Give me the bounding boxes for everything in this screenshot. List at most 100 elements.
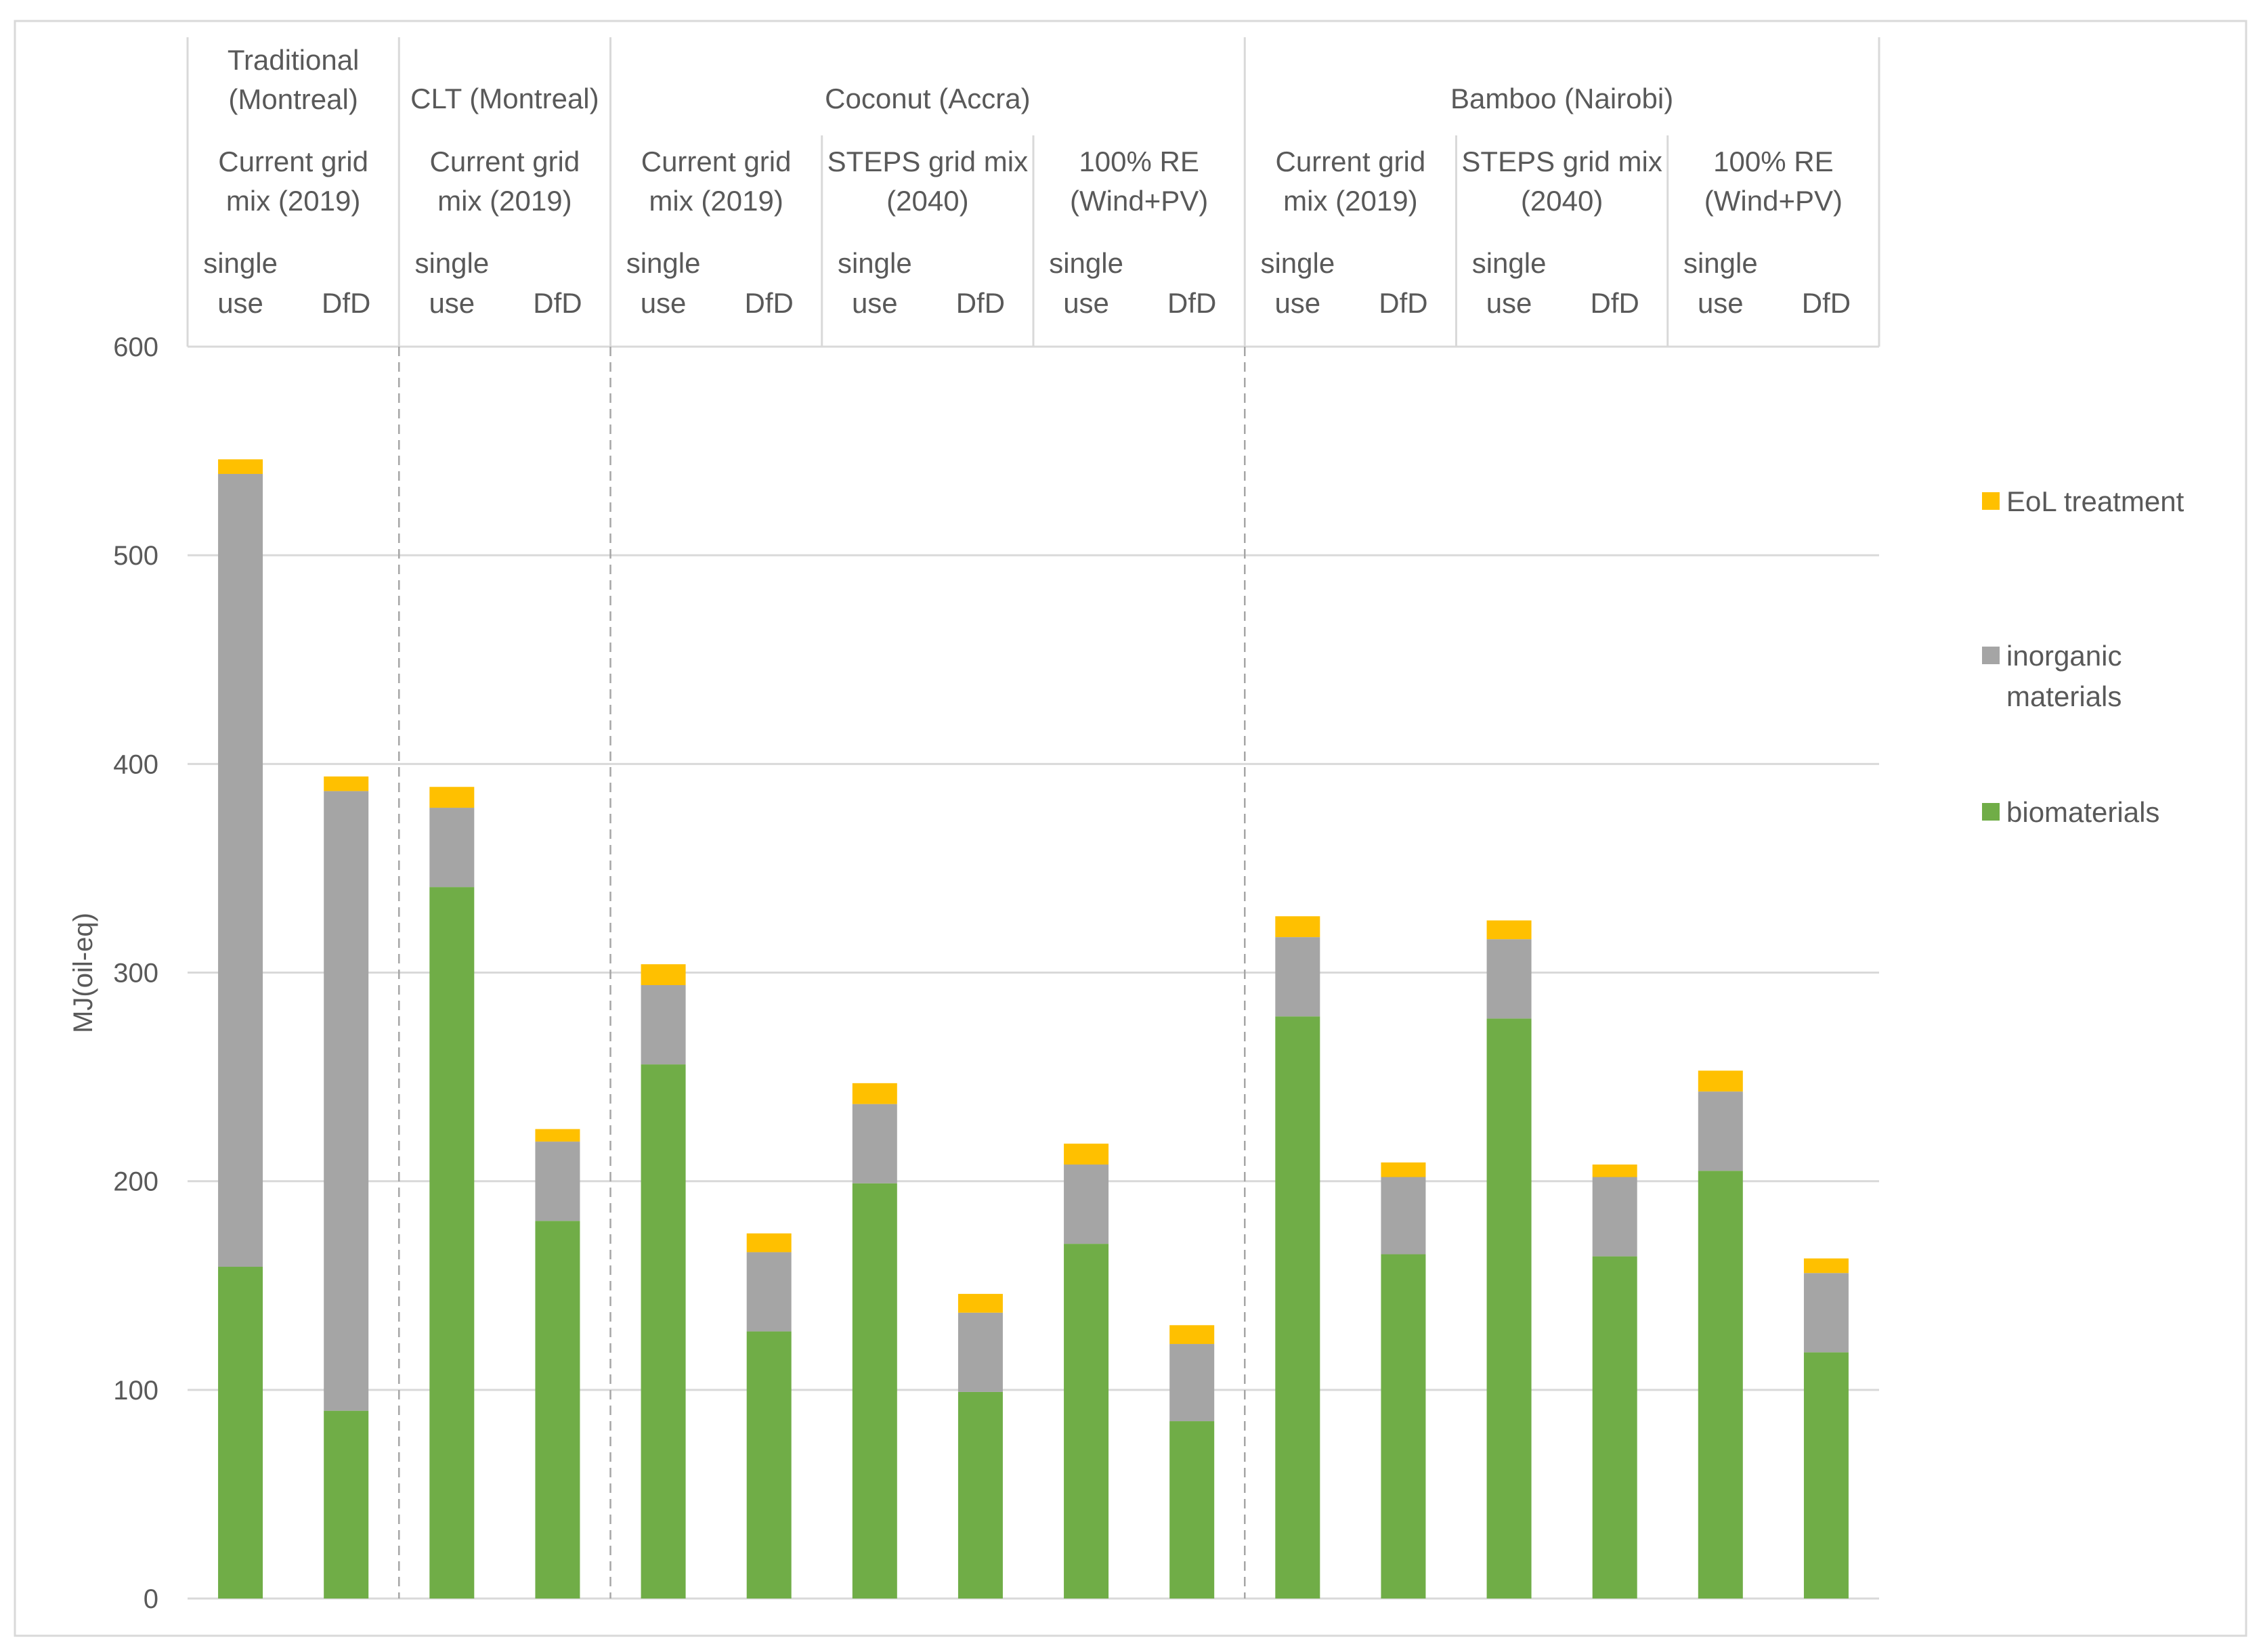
bar-inorganic-materials-11 <box>1381 1177 1426 1255</box>
subgroup-label-2-line-0: Current grid <box>641 146 792 177</box>
category-label-5: DfD <box>745 287 794 319</box>
subgroup-label-1-line-0: Current grid <box>429 146 580 177</box>
category-label-0-line-0: single <box>203 247 278 279</box>
bar-inorganic-materials-4 <box>641 984 686 1065</box>
subgroup-label-3-line-1: (2040) <box>886 185 968 217</box>
y-tick-label-500: 500 <box>113 541 158 571</box>
category-label-8-line-1: use <box>1063 287 1109 319</box>
y-tick-label-400: 400 <box>113 749 158 779</box>
category-label-8-line-0: single <box>1049 247 1123 279</box>
bar-EoL-treatment-15 <box>1803 1258 1849 1274</box>
y-tick-label-300: 300 <box>113 959 158 988</box>
y-tick-label-200: 200 <box>113 1167 158 1197</box>
legend-swatch-inorganic-materials <box>1982 647 2000 664</box>
bar-EoL-treatment-6 <box>852 1083 897 1104</box>
group-label-2-line-0: Coconut (Accra) <box>825 83 1030 114</box>
bar-biomaterials-6 <box>852 1183 897 1599</box>
bar-inorganic-materials-8 <box>1064 1165 1109 1244</box>
bar-inorganic-materials-13 <box>1592 1177 1637 1257</box>
category-label-14-line-1: use <box>1698 287 1744 319</box>
bar-inorganic-materials-15 <box>1803 1273 1849 1353</box>
category-label-9: DfD <box>1167 287 1216 319</box>
bar-biomaterials-9 <box>1169 1421 1215 1599</box>
legend-label-EoL-treatment-line-0: EoL treatment <box>2006 485 2184 517</box>
legend-label-biomaterials-line-0: biomaterials <box>2006 796 2159 828</box>
subgroup-label-7-line-1: (Wind+PV) <box>1704 185 1843 217</box>
category-label-11: DfD <box>1379 287 1427 319</box>
bar-EoL-treatment-12 <box>1486 920 1532 940</box>
bar-inorganic-materials-12 <box>1486 939 1532 1019</box>
subgroup-label-0-line-1: mix (2019) <box>226 185 360 217</box>
category-label-10-line-0: single <box>1260 247 1335 279</box>
category-label-4-line-1: use <box>641 287 687 319</box>
category-label-4-line-0: single <box>626 247 701 279</box>
bar-biomaterials-8 <box>1064 1244 1109 1599</box>
subgroup-label-0-line-0: Current grid <box>218 146 368 177</box>
bar-EoL-treatment-1 <box>324 776 369 791</box>
y-tick-label-600: 600 <box>113 332 158 362</box>
bar-inorganic-materials-6 <box>852 1104 897 1183</box>
y-tick-label-0: 0 <box>144 1584 158 1614</box>
bar-biomaterials-10 <box>1275 1016 1320 1599</box>
category-label-7: DfD <box>956 287 1005 319</box>
bar-EoL-treatment-5 <box>746 1233 792 1253</box>
category-label-12-line-1: use <box>1486 287 1532 319</box>
bar-inorganic-materials-14 <box>1698 1091 1743 1171</box>
subgroup-label-2-line-1: mix (2019) <box>649 185 783 217</box>
bar-biomaterials-15 <box>1803 1352 1849 1599</box>
category-label-2-line-1: use <box>429 287 475 319</box>
group-label-1-line-0: CLT (Montreal) <box>410 83 599 114</box>
bar-biomaterials-12 <box>1486 1018 1532 1599</box>
bar-EoL-treatment-7 <box>957 1294 1003 1313</box>
bar-EoL-treatment-9 <box>1169 1325 1215 1345</box>
bar-biomaterials-5 <box>746 1331 792 1599</box>
group-label-3-line-0: Bamboo (Nairobi) <box>1450 83 1673 114</box>
category-label-1: DfD <box>322 287 370 319</box>
chart-frame <box>14 20 2247 1637</box>
bar-EoL-treatment-13 <box>1592 1165 1637 1177</box>
bar-biomaterials-4 <box>641 1064 686 1599</box>
bar-biomaterials-13 <box>1592 1256 1637 1599</box>
category-label-15: DfD <box>1802 287 1851 319</box>
legend-label-inorganic-materials-line-1: materials <box>2006 680 2122 712</box>
subgroup-label-4-line-1: (Wind+PV) <box>1070 185 1208 217</box>
bar-EoL-treatment-10 <box>1275 916 1320 938</box>
bar-EoL-treatment-8 <box>1064 1144 1109 1165</box>
category-label-0-line-1: use <box>217 287 263 319</box>
category-label-3: DfD <box>533 287 582 319</box>
subgroup-label-5-line-0: Current grid <box>1275 146 1425 177</box>
bar-inorganic-materials-7 <box>957 1312 1003 1392</box>
subgroup-label-3-line-0: STEPS grid mix <box>827 146 1028 177</box>
bar-biomaterials-7 <box>957 1391 1003 1599</box>
category-label-10-line-1: use <box>1274 287 1320 319</box>
subgroup-label-6-line-0: STEPS grid mix <box>1461 146 1662 177</box>
bar-biomaterials-3 <box>535 1221 580 1599</box>
group-label-0-line-1: (Montreal) <box>228 83 358 115</box>
group-label-0-line-0: Traditional <box>228 44 360 76</box>
bar-EoL-treatment-4 <box>641 964 686 985</box>
bar-inorganic-materials-3 <box>535 1142 580 1221</box>
subgroup-label-7-line-0: 100% RE <box>1713 146 1833 177</box>
category-label-2-line-0: single <box>414 247 489 279</box>
bar-EoL-treatment-2 <box>429 787 475 808</box>
bar-EoL-treatment-3 <box>535 1129 580 1142</box>
bar-biomaterials-0 <box>218 1267 263 1599</box>
category-label-14-line-0: single <box>1683 247 1758 279</box>
legend-label-inorganic-materials-line-0: inorganic <box>2006 640 2122 672</box>
category-label-13: DfD <box>1591 287 1639 319</box>
bar-EoL-treatment-11 <box>1381 1162 1426 1177</box>
category-label-6-line-0: single <box>838 247 912 279</box>
subgroup-label-4-line-0: 100% RE <box>1079 146 1199 177</box>
bar-biomaterials-1 <box>324 1410 369 1599</box>
bar-inorganic-materials-0 <box>218 473 263 1267</box>
subgroup-label-1-line-1: mix (2019) <box>437 185 572 217</box>
bar-EoL-treatment-14 <box>1698 1070 1743 1092</box>
y-tick-label-100: 100 <box>113 1376 158 1406</box>
legend-swatch-biomaterials <box>1982 803 2000 821</box>
bar-biomaterials-2 <box>429 887 475 1599</box>
category-label-6-line-1: use <box>852 287 898 319</box>
bar-EoL-treatment-0 <box>218 459 263 474</box>
legend-swatch-EoL-treatment <box>1982 492 2000 510</box>
category-label-12-line-0: single <box>1472 247 1547 279</box>
